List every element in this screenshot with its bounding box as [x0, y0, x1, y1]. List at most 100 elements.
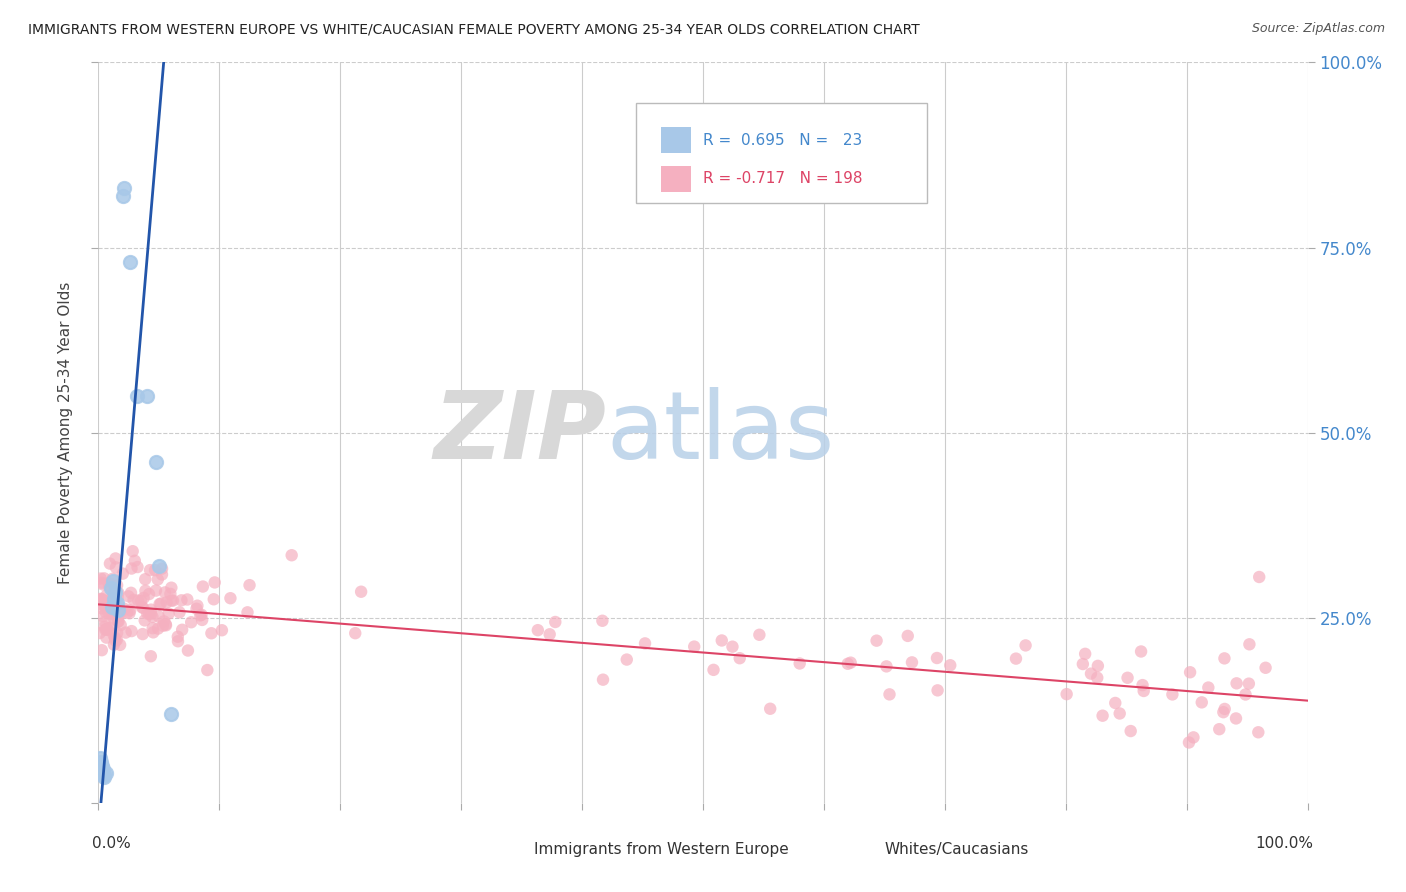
Point [91, 598, 114, 612]
Point [91, 758, 114, 772]
Point [104, 633, 127, 648]
Point [145, 455, 167, 469]
Point [1225, 711, 1247, 725]
Point [616, 652, 638, 666]
Point [101, 604, 124, 618]
Point [117, 590, 139, 604]
Point [721, 640, 744, 654]
Point [91, 601, 114, 615]
Point [98, 621, 121, 635]
Point [138, 607, 160, 621]
Point [107, 603, 129, 617]
Point [148, 597, 170, 611]
Point [155, 617, 177, 632]
Point [875, 659, 897, 673]
Point [96, 588, 118, 602]
Point [101, 603, 124, 617]
Point [89, 626, 111, 640]
Point [97, 605, 120, 619]
Point [122, 593, 145, 607]
Point [1249, 570, 1271, 584]
Point [865, 633, 887, 648]
Point [107, 609, 129, 624]
Point [142, 625, 165, 640]
Text: Immigrants from Western Europe: Immigrants from Western Europe [534, 842, 789, 857]
Point [134, 572, 156, 586]
Point [1132, 678, 1154, 692]
FancyBboxPatch shape [498, 839, 524, 860]
Point [1161, 688, 1184, 702]
Point [124, 554, 146, 568]
Point [149, 597, 172, 611]
Point [238, 578, 260, 592]
Point [105, 626, 128, 640]
Point [170, 593, 193, 607]
Point [195, 663, 218, 677]
Point [139, 649, 162, 664]
Point [1119, 724, 1142, 739]
Point [153, 585, 176, 599]
Point [153, 615, 176, 629]
Point [139, 602, 162, 616]
Point [138, 587, 160, 601]
Point [177, 643, 200, 657]
Point [111, 188, 134, 202]
Point [1213, 651, 1236, 665]
Point [112, 181, 135, 195]
Point [145, 583, 167, 598]
Point [91, 592, 114, 607]
Point [127, 388, 149, 402]
Point [1234, 688, 1257, 702]
Point [159, 587, 181, 601]
Point [120, 586, 142, 600]
Point [219, 591, 242, 606]
Point [162, 593, 184, 607]
Point [146, 622, 169, 636]
Point [131, 600, 153, 615]
Point [191, 580, 214, 594]
Point [167, 634, 190, 648]
Point [110, 618, 132, 632]
Text: R = -0.717   N = 198: R = -0.717 N = 198 [703, 171, 862, 186]
FancyBboxPatch shape [661, 128, 690, 153]
Point [1080, 666, 1102, 681]
Point [118, 606, 141, 620]
Point [118, 255, 141, 269]
Point [150, 561, 173, 575]
Point [98, 576, 121, 591]
Point [538, 627, 561, 641]
Point [127, 593, 149, 607]
Point [94, 623, 117, 637]
Point [105, 597, 128, 611]
Point [1085, 671, 1108, 685]
Point [96, 623, 118, 637]
Point [789, 657, 811, 671]
Y-axis label: Female Poverty Among 25-34 Year Olds: Female Poverty Among 25-34 Year Olds [58, 282, 73, 583]
Point [157, 607, 180, 621]
Text: R =  0.695   N =   23: R = 0.695 N = 23 [703, 133, 862, 148]
Point [160, 581, 183, 595]
Point [90, 575, 112, 590]
Point [101, 590, 124, 604]
Point [120, 603, 142, 617]
Point [759, 702, 782, 716]
Point [121, 561, 143, 575]
Point [91, 763, 114, 777]
Point [134, 614, 156, 628]
Point [710, 633, 733, 648]
Point [90, 755, 112, 769]
Point [141, 610, 163, 624]
Point [103, 612, 125, 626]
Point [1254, 661, 1277, 675]
Point [104, 551, 127, 566]
Point [103, 592, 125, 607]
Point [103, 598, 125, 612]
Point [94, 766, 117, 780]
Point [93, 620, 115, 634]
Text: IMMIGRANTS FROM WESTERN EUROPE VS WHITE/CAUCASIAN FEMALE POVERTY AMONG 25-34 YEA: IMMIGRANTS FROM WESTERN EUROPE VS WHITE/… [28, 22, 920, 37]
Point [143, 563, 166, 577]
Point [93, 767, 115, 781]
Point [105, 596, 128, 610]
Point [236, 605, 259, 619]
Point [155, 618, 177, 632]
